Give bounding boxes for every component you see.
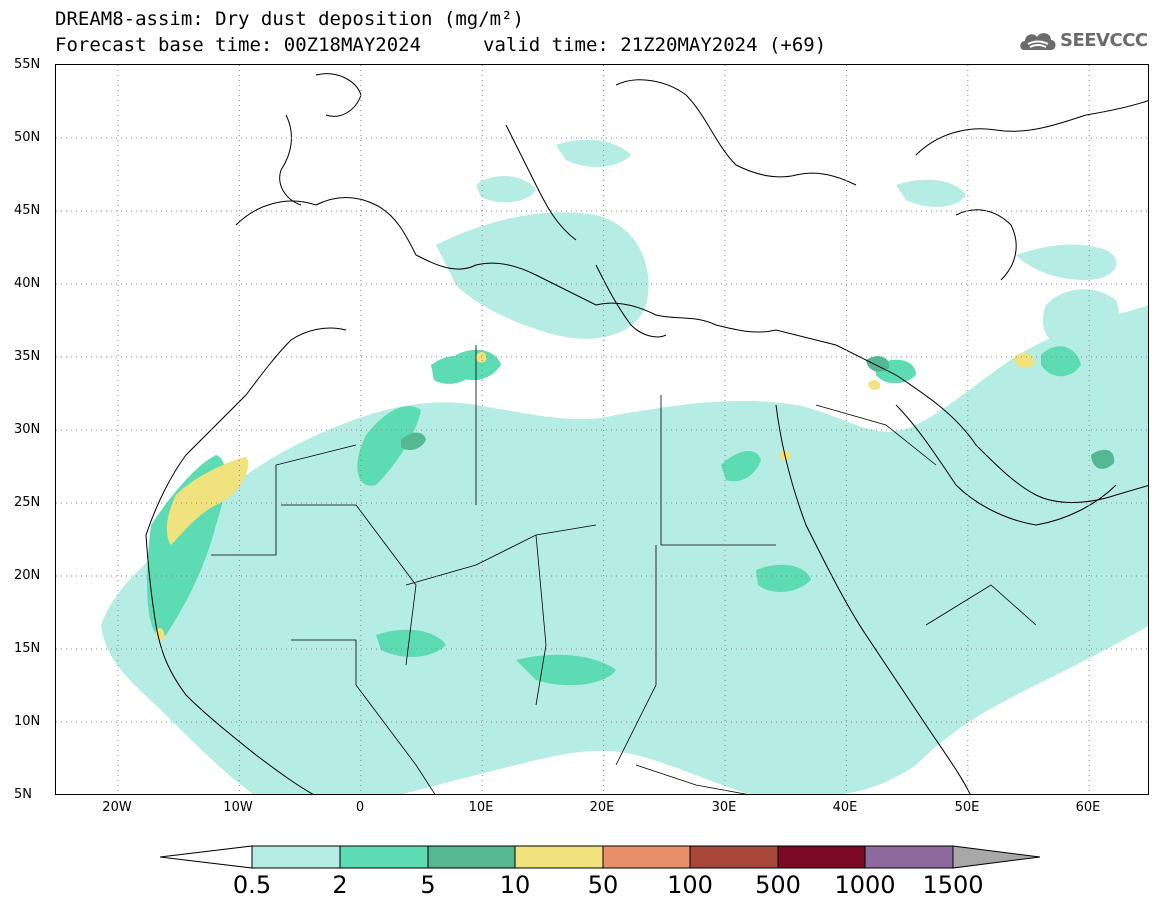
lon-label: 20W — [102, 800, 132, 815]
lat-label: 40N — [14, 276, 41, 291]
lon-label: 30E — [711, 800, 737, 815]
lon-label: 60E — [1075, 800, 1101, 815]
valid-time: valid time: 21Z20MAY2024 (+69) — [483, 34, 827, 56]
lat-label: 10N — [14, 714, 41, 729]
lat-label: 30N — [14, 422, 41, 437]
colorbar-label: 1500 — [922, 871, 984, 899]
colorbar — [160, 845, 1041, 869]
forecast-base-time: Forecast base time: 00Z18MAY2024 — [55, 34, 422, 56]
colorbar-label: 1000 — [834, 871, 896, 899]
lon-label: 40E — [832, 800, 858, 815]
map-canvas — [56, 65, 1148, 794]
colorbar-label: 500 — [755, 871, 801, 899]
colorbar-segment-5 — [428, 846, 515, 868]
lat-label: 45N — [14, 203, 41, 218]
deposition-level-10 — [155, 352, 1035, 641]
colorbar-segment-0-5 — [252, 846, 340, 868]
seevccc-logo: SEEVCCC — [1018, 26, 1154, 56]
colorbar-label: 0.5 — [232, 871, 272, 899]
deposition-level-0-5 — [101, 139, 1148, 794]
lat-label: 35N — [14, 349, 41, 364]
colorbar-segment-500 — [778, 846, 865, 868]
colorbar-label: 100 — [667, 871, 713, 899]
lon-label: 0 — [355, 800, 365, 815]
cloud-logo-icon — [1020, 33, 1056, 50]
colorbar-label: 5 — [420, 871, 436, 899]
lat-label: 25N — [14, 495, 41, 510]
colorbar-label: 50 — [587, 871, 619, 899]
colorbar-label: 2 — [332, 871, 348, 899]
deposition-level-5 — [401, 356, 1115, 469]
coastlines — [145, 73, 1148, 794]
lon-label: 10W — [223, 800, 253, 815]
lon-label: 20E — [589, 800, 615, 815]
map-gridlines — [56, 65, 1148, 794]
colorbar-right-triangle — [953, 846, 1040, 868]
deposition-shading — [101, 139, 1148, 794]
colorbar-segment-50 — [603, 846, 690, 868]
lat-label: 15N — [14, 641, 41, 656]
lat-label: 55N — [14, 57, 41, 72]
logo-text: SEEVCCC — [1060, 30, 1148, 51]
country-borders — [211, 345, 1037, 794]
colorbar-segment-100 — [690, 846, 778, 868]
lon-label: 50E — [954, 800, 980, 815]
map-title: DREAM8-assim: Dry dust deposition (mg/m²… — [55, 8, 524, 30]
lon-label: 10E — [468, 800, 494, 815]
colorbar-label: 10 — [499, 871, 531, 899]
lat-label: 20N — [14, 568, 41, 583]
colorbar-segment-1000 — [865, 846, 953, 868]
colorbar-segment-10 — [515, 846, 603, 868]
colorbar-left-triangle — [160, 845, 253, 869]
lat-label: 5N — [14, 787, 32, 802]
lat-label: 50N — [14, 130, 41, 145]
dust-deposition-map — [55, 64, 1149, 795]
colorbar-segment-2 — [340, 846, 428, 868]
